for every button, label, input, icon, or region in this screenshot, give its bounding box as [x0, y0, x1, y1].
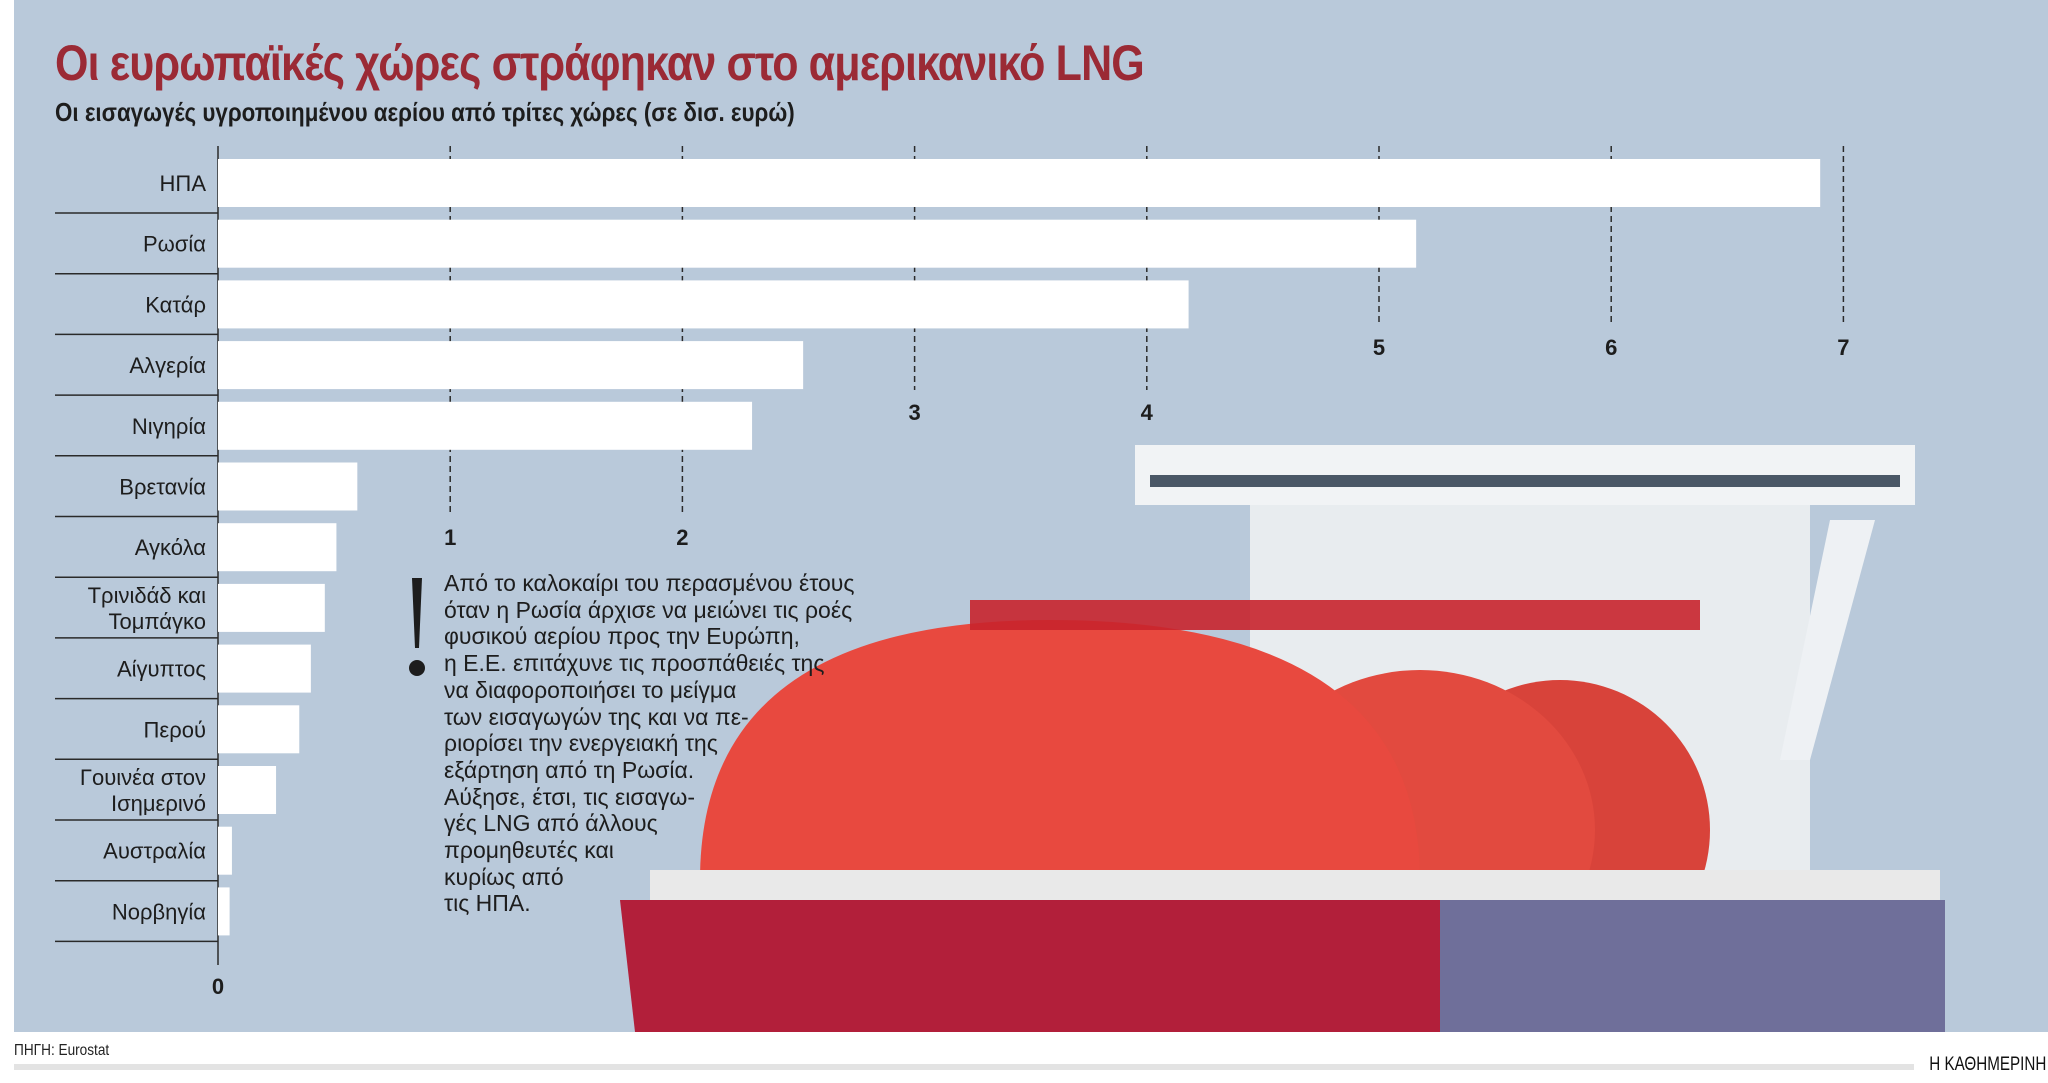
- ship-piping-deck: [970, 600, 1700, 630]
- bar: [218, 523, 337, 572]
- bar: [218, 462, 358, 511]
- category-label: Ρωσία: [143, 232, 206, 257]
- ship-bridge-windows: [1150, 475, 1900, 487]
- x-tick-label: 7: [1837, 335, 1849, 360]
- exclamation-dot-icon: [409, 660, 425, 676]
- ship-hull: [620, 900, 1440, 1032]
- category-label: Αυστραλία: [103, 839, 206, 864]
- x-tick-label: 2: [676, 525, 688, 550]
- chart-title: Οι ευρωπαϊκές χώρες στράφηκαν στο αμερικ…: [55, 35, 1145, 91]
- bar: [218, 644, 311, 693]
- category-label: Βρετανία: [119, 475, 206, 500]
- category-label: Νορβηγία: [112, 899, 206, 924]
- ship-crane: [1780, 520, 1875, 760]
- bar: [218, 705, 300, 754]
- source-credit: ΠΗΓΗ: Eurostat: [14, 1042, 110, 1059]
- x-tick-label: 3: [908, 400, 920, 425]
- x-tick-label: 6: [1605, 335, 1617, 360]
- annotation-text: Από το καλοκαίρι του περασμένου έτους ότ…: [444, 570, 855, 917]
- publisher-logo: Η ΚΑΘΗΜΕΡΙΝΗ: [1928, 1054, 2046, 1075]
- bar: [218, 583, 325, 632]
- category-label: Νιγηρία: [132, 414, 206, 439]
- category-label: Γουινέα στον Ισημερινό: [80, 765, 206, 816]
- bar: [218, 887, 230, 936]
- category-label: Περού: [144, 717, 206, 742]
- x-tick-label: 0: [212, 974, 224, 999]
- chart-subtitle: Οι εισαγωγές υγροποιημένου αερίου από τρ…: [55, 97, 795, 127]
- x-tick-label: 1: [444, 525, 456, 550]
- x-tick-label: 5: [1373, 335, 1385, 360]
- bar: [218, 341, 804, 390]
- bar: [218, 219, 1417, 268]
- category-label: Αγκόλα: [135, 535, 206, 560]
- category-label: Αλγερία: [129, 353, 206, 378]
- category-label: Αίγυπτος: [117, 657, 206, 682]
- ship-tank-1: [700, 620, 1420, 880]
- footer-bar: [14, 1064, 1914, 1070]
- bar: [218, 159, 1821, 207]
- x-tick-label: 4: [1141, 400, 1154, 425]
- category-label: Τρινιδάδ και Τομπάγκο: [88, 583, 207, 634]
- bar: [218, 826, 232, 875]
- category-label: ΗΠΑ: [160, 171, 207, 196]
- bar: [218, 766, 277, 814]
- exclamation-icon: [412, 578, 422, 648]
- ship-hull-aft: [1440, 900, 1945, 1032]
- bar: [218, 401, 753, 450]
- category-label: Κατάρ: [145, 292, 206, 317]
- ship-deck: [650, 870, 1940, 900]
- bar: [218, 280, 1189, 329]
